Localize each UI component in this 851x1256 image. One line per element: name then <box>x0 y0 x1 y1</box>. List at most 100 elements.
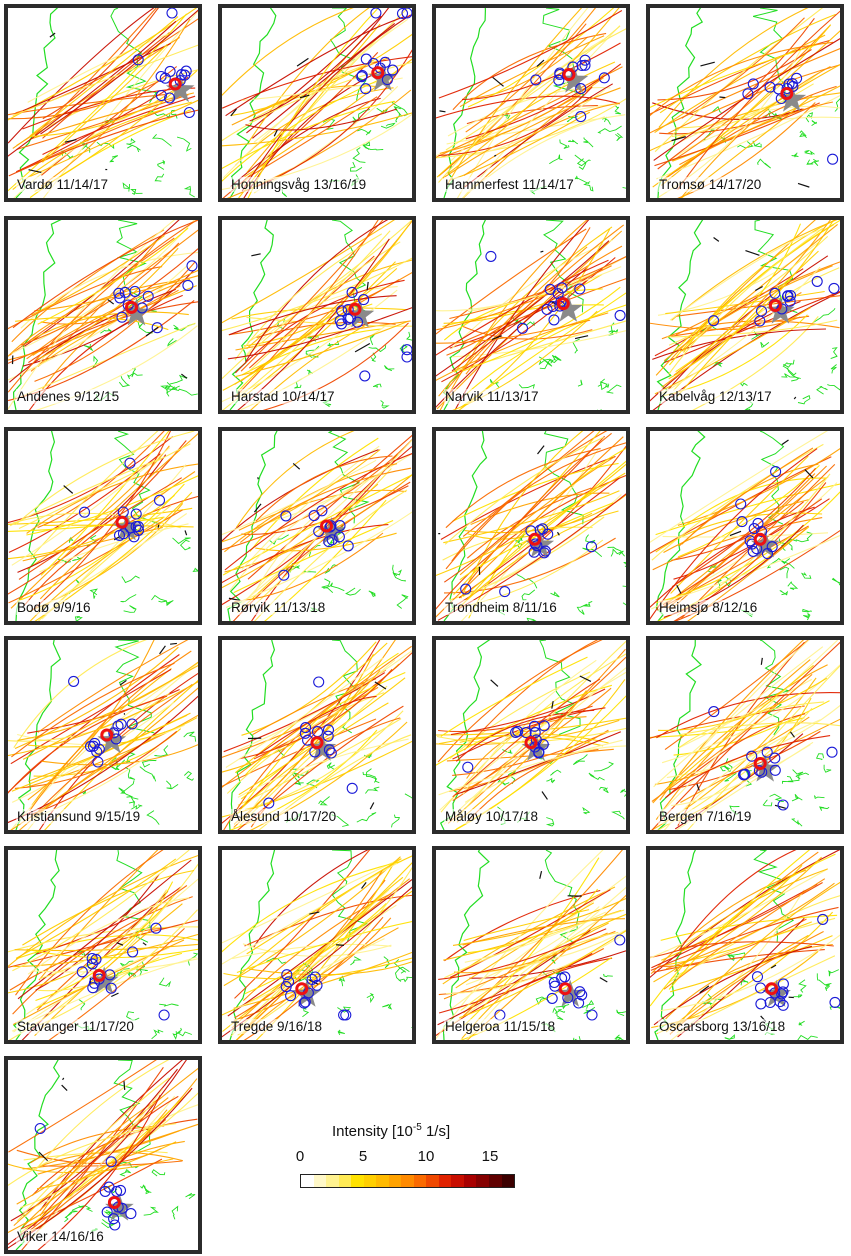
track-segment <box>804 469 814 479</box>
coastline <box>165 600 174 607</box>
storm-track <box>468 266 622 313</box>
neighbor-station-circle <box>533 747 545 759</box>
storm-track <box>465 748 599 824</box>
storm-track <box>462 286 621 372</box>
coastline <box>797 1034 818 1040</box>
storm-track <box>16 94 189 150</box>
neighbor-station-circle <box>285 990 297 1002</box>
coastline <box>331 640 359 734</box>
storm-track <box>222 241 401 379</box>
coastline <box>154 173 165 182</box>
station-map-panel: Bodø 9/9/16 <box>4 427 202 625</box>
neighbor-station-circle <box>548 976 560 989</box>
neighbor-station-circle <box>109 1219 121 1231</box>
neighbor-station-circle <box>546 992 558 1004</box>
storm-track <box>262 322 409 410</box>
track-segment <box>700 61 715 67</box>
storm-track <box>659 640 805 801</box>
neighbor-station-circle <box>556 282 568 294</box>
storm-track <box>664 921 813 966</box>
neighbor-station-circle <box>309 971 321 983</box>
neighbor-station-circle <box>770 466 782 478</box>
neighbor-station-circle <box>322 724 335 736</box>
coastline <box>657 640 702 830</box>
storm-track <box>15 316 169 331</box>
storm-track <box>678 850 797 952</box>
coastline <box>593 761 615 772</box>
colorbar-gradient <box>300 1174 515 1188</box>
storm-track <box>8 280 176 358</box>
track-segment <box>760 657 763 665</box>
track-segment <box>251 253 261 257</box>
storm-track <box>665 934 809 1033</box>
coastline <box>610 548 624 557</box>
panel-label: Trondheim 8/11/16 <box>444 600 558 615</box>
storm-track <box>653 38 840 161</box>
storm-track <box>650 853 836 1007</box>
storm-track <box>455 320 626 372</box>
storm-track <box>15 934 198 960</box>
neighbor-station-circle <box>164 92 176 104</box>
storm-track <box>245 286 398 355</box>
coastline <box>622 585 626 587</box>
coastline <box>78 998 86 1011</box>
storm-track <box>29 92 195 140</box>
track-segment <box>299 94 310 99</box>
track-segment <box>541 791 548 800</box>
storm-track <box>663 265 833 362</box>
colorbar-cell <box>413 1175 427 1187</box>
coastline <box>183 731 197 742</box>
coastline <box>757 158 771 169</box>
coastline <box>823 764 832 773</box>
colorbar-cell <box>351 1175 364 1187</box>
storm-track <box>233 652 399 819</box>
neighbor-station-circle <box>166 8 178 19</box>
storm-track <box>667 664 814 790</box>
coastline <box>727 954 735 961</box>
storm-track <box>650 431 828 543</box>
neighbor-station-circle <box>346 286 358 298</box>
panel-label: Viker 14/16/16 <box>16 1229 105 1244</box>
panel-label: Kabelvåg 12/13/17 <box>658 389 773 404</box>
coastline <box>229 220 274 410</box>
neighbor-station-circle <box>130 508 142 520</box>
storm-track <box>26 475 198 536</box>
storm-track <box>445 25 621 151</box>
storm-track <box>445 448 601 529</box>
storm-track <box>440 455 616 540</box>
storm-track <box>679 640 810 774</box>
storm-track <box>234 220 412 385</box>
neighbor-station-circle <box>326 534 338 546</box>
coastline <box>350 161 363 172</box>
neighbor-station-circle <box>263 797 275 809</box>
storm-track <box>671 83 814 137</box>
track-segment <box>556 531 560 536</box>
coastline <box>598 786 609 794</box>
track-segment <box>361 882 367 889</box>
station-map-panel: Tromsø 14/17/20 <box>646 4 844 202</box>
neighbor-station-circle <box>313 676 325 688</box>
coastline <box>779 590 789 596</box>
storm-track <box>35 325 198 410</box>
storm-track <box>8 896 173 994</box>
storm-track <box>8 220 198 393</box>
storm-track <box>452 640 626 823</box>
coastline <box>812 308 836 323</box>
star-marker <box>521 733 551 761</box>
storm-track <box>39 471 196 600</box>
storm-track <box>448 111 591 181</box>
neighbor-station-circle <box>308 510 320 522</box>
neighbor-station-circle <box>826 746 838 758</box>
colorbar-cell <box>313 1175 327 1187</box>
colorbar-cell <box>363 1175 377 1187</box>
neighbor-station-circle <box>132 521 144 533</box>
coastline <box>443 431 488 621</box>
coastline <box>78 1205 93 1212</box>
storm-track <box>677 102 816 198</box>
track-segment <box>230 108 237 117</box>
neighbor-station-circle <box>777 978 789 990</box>
neighbor-station-circle <box>298 997 310 1009</box>
coastline <box>64 1206 85 1219</box>
neighbor-station-circle <box>576 59 588 72</box>
coastline <box>535 996 550 1005</box>
